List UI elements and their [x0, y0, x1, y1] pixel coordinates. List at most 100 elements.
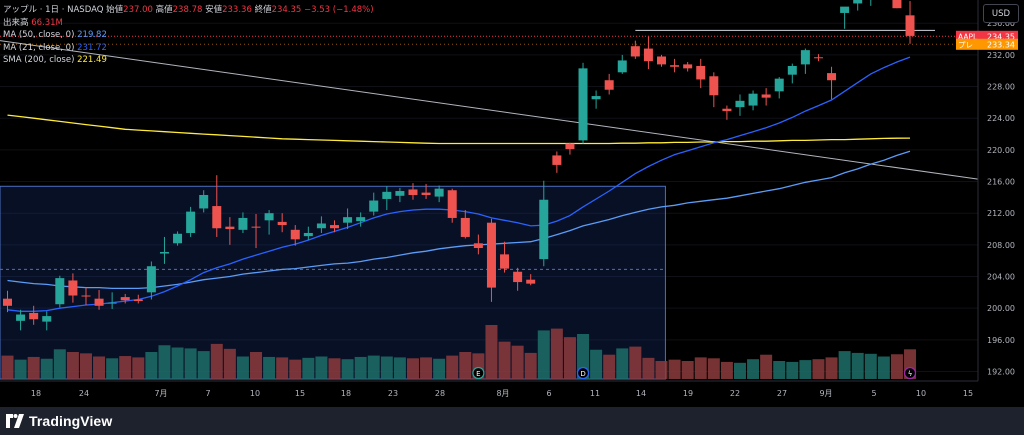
price-label-value-1: 233.34 [987, 40, 1015, 49]
legend-sma200-row[interactable]: SMA (200, close) 221.49 [3, 54, 374, 67]
x-tick-label-19: 15 [963, 389, 973, 398]
volume-bar-7 [93, 356, 106, 379]
volume-bar-2 [27, 356, 40, 379]
x-tick-label-2: 7月 [154, 389, 167, 398]
volume-bar-30 [393, 357, 406, 379]
legend-ma50-row[interactable]: MA (50, close, 0) 219.82 [3, 29, 374, 42]
candle-body-52 [683, 64, 693, 69]
volume-bar-60 [786, 361, 799, 379]
volume-bar-18 [236, 356, 249, 379]
x-tick-label-12: 14 [636, 389, 646, 398]
y-tick-label-2: 200.00 [987, 304, 1015, 313]
event-marker-2 [903, 366, 917, 380]
volume-bar-20 [263, 356, 276, 379]
candle-body-3 [42, 316, 52, 322]
open-value: 237.00 [123, 5, 153, 15]
candle-body-8 [107, 302, 117, 304]
volume-bar-50 [655, 361, 668, 379]
volume-bar-65 [851, 352, 864, 379]
y-tick-label-3: 204.00 [987, 273, 1015, 282]
volume-bar-45 [590, 349, 603, 379]
volume-bar-27 [354, 356, 367, 379]
volume-bar-48 [629, 346, 642, 379]
change-value: −3.53 (−1.48%) [304, 5, 374, 15]
ma50-label: MA (50, close, 0) [3, 30, 75, 41]
volume-bar-21 [276, 357, 289, 379]
volume-bar-26 [341, 359, 354, 379]
candle-body-59 [774, 78, 784, 92]
legend-volume-row[interactable]: 出来高 66.31M [3, 17, 374, 30]
volume-bar-63 [825, 357, 838, 379]
volume-bar-51 [668, 359, 681, 379]
volume-bar-10 [132, 357, 145, 379]
price-label-bg-1 [956, 38, 1018, 50]
volume-bar-23 [302, 357, 315, 379]
candle-body-61 [800, 50, 810, 65]
candle-body-45 [591, 96, 601, 100]
volume-bar-40 [524, 352, 537, 379]
volume-bar-62 [812, 359, 825, 379]
tradingview-logo-icon[interactable] [6, 414, 24, 428]
candle-body-2 [29, 312, 39, 320]
candle-body-69 [905, 15, 915, 36]
candle-body-68 [892, 0, 902, 9]
candle-body-48 [630, 46, 640, 57]
volume-bar-39 [511, 345, 524, 379]
candle-body-16 [212, 206, 222, 229]
candle-body-60 [787, 65, 797, 75]
low-value: 233.36 [222, 5, 252, 15]
volume-bar-3 [40, 358, 53, 379]
x-tick-label-1: 24 [79, 389, 89, 398]
volume-bar-25 [328, 358, 341, 379]
event-marker-label-2: ϟ [908, 370, 913, 378]
candle-body-56 [735, 100, 745, 108]
volume-bar-57 [747, 359, 760, 379]
candle-body-18 [238, 217, 248, 230]
volume-bar-0 [1, 355, 14, 379]
volume-bar-24 [315, 356, 328, 379]
candle-body-63 [827, 73, 837, 81]
candle-body-13 [173, 233, 183, 244]
candle-body-12 [159, 251, 169, 254]
volume-bar-4 [53, 349, 66, 379]
volume-bar-58 [760, 354, 773, 379]
candle-body-9 [120, 297, 130, 301]
y-tick-label-1: 196.00 [987, 336, 1015, 345]
high-value: 238.78 [172, 5, 203, 15]
sma200-line [7, 114, 911, 145]
ma50-line [7, 150, 911, 290]
volume-bar-5 [66, 352, 79, 379]
tradingview-footer: TradingView [0, 407, 1024, 435]
volume-bar-6 [79, 353, 92, 379]
candle-body-26 [343, 217, 353, 223]
candle-body-4 [55, 278, 65, 305]
x-tick-label-6: 18 [341, 389, 351, 398]
candle-body-19 [251, 226, 261, 228]
candle-body-7 [94, 298, 104, 306]
volume-bar-47 [616, 348, 629, 379]
x-tick-label-13: 19 [683, 389, 693, 398]
volume-bar-59 [773, 361, 786, 379]
volume-label: 出来高 [3, 17, 29, 28]
candle-body-22 [290, 229, 300, 240]
volume-bar-67 [877, 356, 890, 379]
event-marker-label-0: E [476, 370, 480, 378]
candle-body-62 [813, 57, 823, 59]
symbol-line[interactable]: アップル · 1日 · NASDAQ [3, 5, 104, 15]
candle-body-17 [225, 226, 235, 230]
volume-bar-13 [171, 347, 184, 379]
volume-bar-38 [498, 341, 511, 379]
volume-bar-66 [864, 353, 877, 379]
x-tick-label-5: 15 [295, 389, 305, 398]
candle-body-51 [670, 65, 680, 67]
volume-bar-14 [184, 348, 197, 379]
currency-button[interactable]: USD [983, 4, 1019, 23]
candle-body-33 [434, 188, 444, 197]
y-tick-label-5: 212.00 [987, 209, 1015, 218]
candle-body-25 [330, 225, 339, 229]
price-label-bg-0 [956, 30, 1018, 42]
legend-ma21-row[interactable]: MA (21, close, 0) 231.72 [3, 42, 374, 55]
volume-bar-41 [537, 330, 550, 379]
y-tick-label-4: 208.00 [987, 241, 1015, 250]
